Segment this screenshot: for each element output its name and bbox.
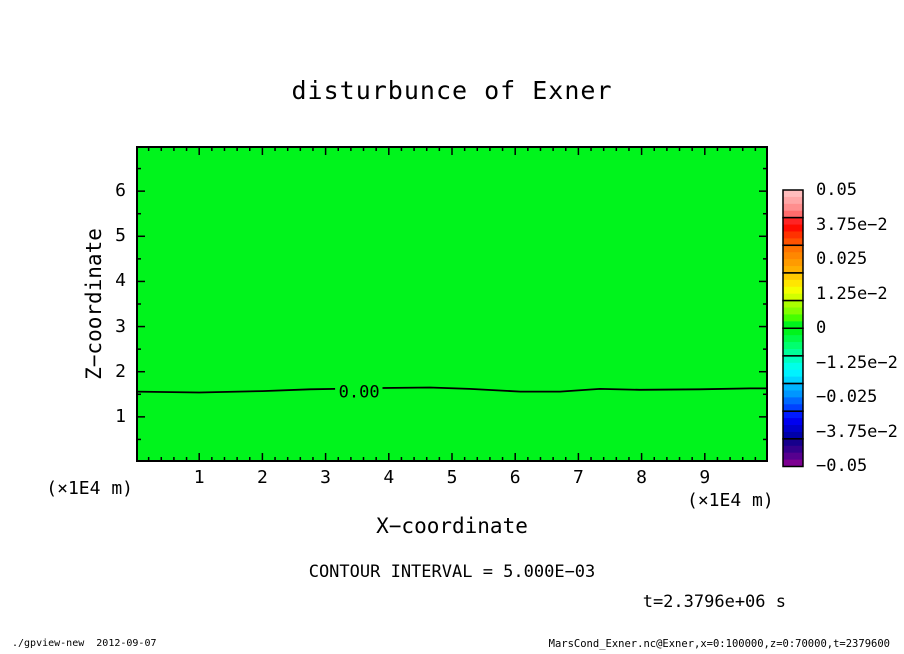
colorbar-color-step bbox=[783, 300, 803, 309]
colorbar-color-step bbox=[783, 348, 803, 357]
zero-contour-line bbox=[136, 388, 336, 394]
colorbar-color-step bbox=[783, 224, 803, 232]
colorbar-color-step bbox=[783, 431, 803, 440]
colorbar-color-step bbox=[783, 196, 803, 205]
colorbar-color-step bbox=[783, 293, 803, 302]
colorbar-tick-label: 3.75e−2 bbox=[816, 214, 888, 235]
colorbar-color-step bbox=[783, 452, 803, 461]
colorbar-color-step bbox=[783, 342, 803, 350]
colorbar-color-step bbox=[783, 383, 803, 391]
colorbar-color-step bbox=[783, 217, 803, 226]
x-tick-label: 2 bbox=[256, 467, 268, 488]
x-tick-label: 6 bbox=[509, 467, 521, 488]
colorbar-color-step bbox=[783, 314, 803, 322]
y-axis-unit-label: (×1E4 m) bbox=[46, 478, 133, 499]
x-tick-label: 8 bbox=[636, 467, 648, 488]
colorbar-tick-label: 1.25e−2 bbox=[816, 283, 888, 304]
plot-border bbox=[136, 146, 768, 462]
x-tick-label: 9 bbox=[699, 467, 711, 488]
colorbar-color-step bbox=[783, 411, 803, 419]
colorbar bbox=[782, 189, 804, 468]
y-tick-label: 4 bbox=[115, 270, 126, 292]
colorbar-color-step bbox=[783, 390, 803, 398]
colorbar-color-step bbox=[783, 307, 803, 315]
colorbar-tick-label: 0 bbox=[816, 318, 827, 338]
colorbar-color-step bbox=[783, 459, 803, 467]
colorbar-color-step bbox=[783, 203, 803, 212]
footer-program-stamp: ./gpview-new 2012-09-07 bbox=[12, 638, 157, 649]
plot-area: 0.00 bbox=[136, 146, 768, 462]
colorbar-color-step bbox=[783, 369, 803, 378]
y-tick-label: 6 bbox=[115, 180, 126, 202]
colorbar-tick-label: −0.05 bbox=[816, 456, 868, 476]
x-axis-title: X−coordinate bbox=[376, 514, 528, 538]
y-tick-label: 2 bbox=[115, 360, 126, 382]
colorbar-color-step bbox=[783, 252, 803, 260]
colorbar-tick-label: 0.05 bbox=[816, 180, 857, 200]
colorbar-color-step bbox=[783, 238, 803, 246]
footer-dataset-stamp: MarsCond_Exner.nc@Exner,x=0:100000,z=0:7… bbox=[548, 638, 890, 650]
plot-title: disturbunce of Exner bbox=[291, 76, 613, 105]
colorbar-color-step bbox=[783, 376, 803, 385]
x-axis-unit-label: (×1E4 m) bbox=[687, 490, 774, 511]
zero-contour-line bbox=[382, 386, 768, 393]
colorbar-color-step bbox=[783, 438, 803, 447]
colorbar-color-step bbox=[783, 210, 803, 219]
colorbar-color-step bbox=[783, 328, 803, 336]
colorbar-color-step bbox=[783, 272, 803, 281]
time-caption: t=2.3796e+06 s bbox=[642, 592, 786, 612]
plot-fill bbox=[136, 146, 768, 462]
colorbar-color-step bbox=[783, 266, 803, 274]
colorbar-color-step bbox=[783, 231, 803, 239]
x-tick-label: 5 bbox=[446, 467, 458, 488]
colorbar-color-step bbox=[783, 355, 803, 364]
colorbar-color-step bbox=[783, 445, 803, 454]
colorbar-color-step bbox=[783, 362, 803, 371]
colorbar-color-step bbox=[783, 425, 803, 433]
contour-plot-canvas: 0.00 bbox=[136, 146, 768, 462]
colorbar-tick-label: −0.025 bbox=[816, 387, 878, 407]
colorbar-color-step bbox=[783, 245, 803, 253]
colorbar-tick-label: −1.25e−2 bbox=[816, 352, 898, 373]
colorbar-color-step bbox=[783, 279, 803, 288]
x-tick-label: 3 bbox=[320, 467, 332, 488]
colorbar-color-step bbox=[783, 286, 803, 295]
colorbar-color-step bbox=[783, 404, 803, 412]
colorbar-tick-label: 0.025 bbox=[816, 249, 868, 269]
colorbar-tick-label: −3.75e−2 bbox=[816, 421, 898, 442]
colorbar-color-step bbox=[783, 418, 803, 426]
y-tick-label: 3 bbox=[115, 315, 126, 337]
colorbar-color-step bbox=[783, 259, 803, 267]
colorbar-box bbox=[782, 438, 804, 468]
x-tick-label: 1 bbox=[193, 467, 205, 488]
colorbar-color-step bbox=[783, 397, 803, 405]
colorbar-color-step bbox=[783, 335, 803, 343]
contour-inline-label: 0.00 bbox=[339, 383, 380, 403]
x-tick-label: 7 bbox=[572, 467, 584, 488]
x-tick-label: 4 bbox=[383, 467, 395, 488]
colorbar-color-step bbox=[783, 190, 803, 198]
y-tick-label: 1 bbox=[115, 405, 126, 427]
contour-interval-caption: CONTOUR INTERVAL = 5.000E−03 bbox=[308, 562, 596, 582]
y-tick-label: 5 bbox=[115, 225, 126, 247]
colorbar-color-step bbox=[783, 321, 803, 329]
